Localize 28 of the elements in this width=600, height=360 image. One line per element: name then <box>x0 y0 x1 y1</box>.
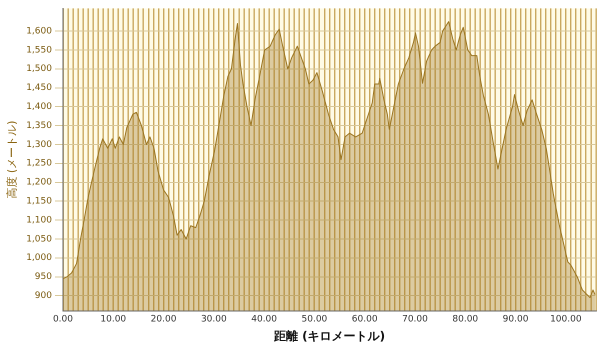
y-tick-label: 1,200 <box>26 178 52 188</box>
y-tick-label: 1,000 <box>26 253 52 264</box>
x-tick-label: 90.00 <box>502 314 529 325</box>
y-tick-label: 1,300 <box>26 140 52 150</box>
y-tick-label: 1,450 <box>26 83 52 94</box>
y-tick-label: 1,100 <box>26 215 52 226</box>
x-tick-label: 20.00 <box>150 314 177 325</box>
x-tick-label: 40.00 <box>251 314 278 325</box>
y-tick-label: 1,350 <box>26 120 52 131</box>
y-tick-label: 1,600 <box>26 26 52 36</box>
x-tick-label: 60.00 <box>352 314 378 325</box>
y-tick-label: 900 <box>34 291 52 302</box>
x-tick-label: 80.00 <box>452 314 478 325</box>
y-tick-label: 1,150 <box>26 196 52 207</box>
x-axis-title: 距離 (キロメートル) <box>272 328 386 343</box>
y-tick-label: 1,050 <box>26 234 52 244</box>
y-tick-label: 1,550 <box>26 45 52 56</box>
x-tick-label: 10.00 <box>100 314 126 325</box>
y-tick-label: 1,400 <box>26 102 52 112</box>
x-tick-label: 30.00 <box>200 314 227 325</box>
y-axis-title: 高度 (メートル) <box>5 120 18 199</box>
x-tick-label: 50.00 <box>302 314 328 325</box>
y-tick-label: 1,500 <box>26 64 52 74</box>
y-tick-label: 1,250 <box>26 158 52 169</box>
y-tick-label: 950 <box>34 272 52 282</box>
x-tick-label: 100.00 <box>550 314 582 325</box>
x-tick-label: 0.00 <box>52 314 74 325</box>
x-tick-label: 70.00 <box>402 314 428 325</box>
